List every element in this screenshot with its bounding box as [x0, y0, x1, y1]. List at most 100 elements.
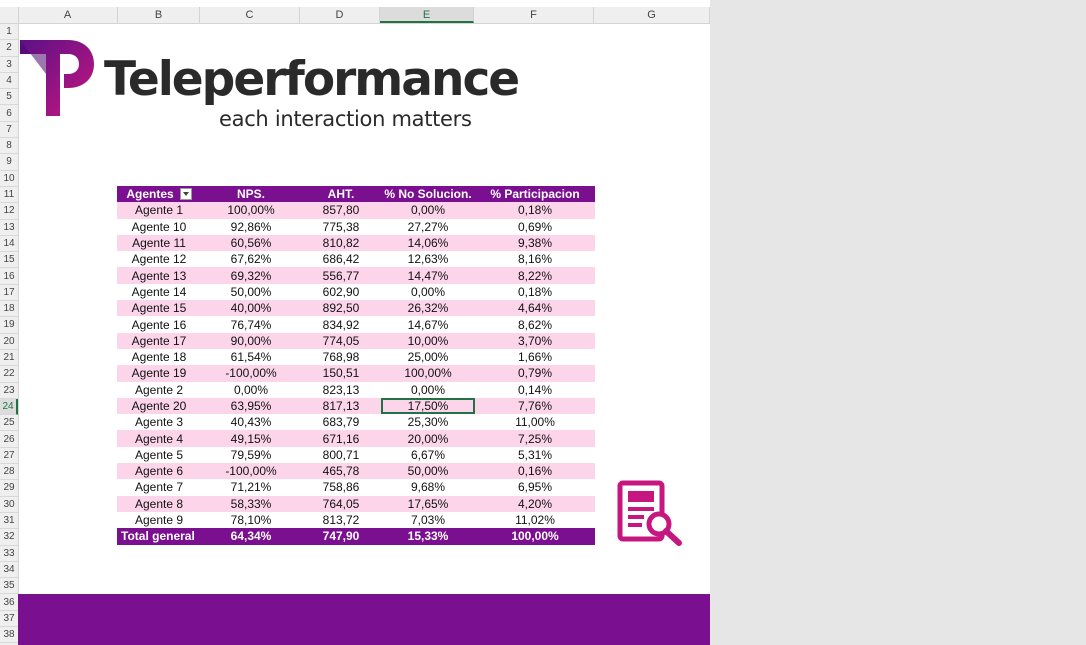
no-solucion-value-cell[interactable]: 17,50%: [381, 397, 475, 415]
column-header-e[interactable]: E: [380, 7, 474, 23]
row-header-8[interactable]: 8: [0, 138, 18, 155]
row-header-22[interactable]: 22: [0, 366, 18, 383]
nps-value-cell[interactable]: 58,33%: [230, 496, 272, 511]
agent-name-cell[interactable]: Agente 14: [131, 284, 187, 299]
row-header-36[interactable]: 36: [0, 595, 18, 611]
no-solucion-value-cell[interactable]: 10,00%: [407, 333, 449, 348]
participacion-value-cell[interactable]: 0,14%: [517, 382, 553, 397]
participacion-value-cell[interactable]: 0,69%: [517, 219, 553, 234]
nps-value-cell[interactable]: 79,59%: [230, 447, 272, 462]
participacion-value-cell[interactable]: 8,22%: [517, 268, 553, 283]
total-participacion[interactable]: 100,00%: [511, 529, 559, 544]
column-header-d[interactable]: D: [300, 7, 380, 23]
participacion-value-cell[interactable]: 8,16%: [517, 252, 553, 267]
total-no-solucion[interactable]: 15,33%: [407, 529, 449, 544]
aht-value-cell[interactable]: 768,98: [322, 350, 360, 365]
participacion-value-cell[interactable]: 4,64%: [517, 301, 553, 316]
aht-value-cell[interactable]: 764,05: [322, 496, 360, 511]
aht-value-cell[interactable]: 556,77: [322, 268, 360, 283]
row-header-1[interactable]: 1: [0, 24, 18, 41]
agent-name-cell[interactable]: Agente 18: [131, 350, 187, 365]
row-header-33[interactable]: 33: [0, 546, 18, 562]
no-solucion-value-cell[interactable]: 14,06%: [407, 236, 449, 251]
participacion-value-cell[interactable]: 7,25%: [517, 431, 553, 446]
row-header-27[interactable]: 27: [0, 448, 18, 465]
column-header-b[interactable]: B: [118, 7, 200, 23]
participacion-value-cell[interactable]: 5,31%: [517, 447, 553, 462]
row-header-29[interactable]: 29: [0, 480, 18, 497]
row-header-28[interactable]: 28: [0, 464, 18, 481]
participacion-value-cell[interactable]: 0,18%: [517, 203, 553, 218]
nps-value-cell[interactable]: -100,00%: [225, 366, 277, 381]
agent-name-cell[interactable]: Agente 6: [134, 464, 184, 479]
row-header-18[interactable]: 18: [0, 301, 18, 318]
aht-value-cell[interactable]: 683,79: [322, 415, 360, 430]
nps-value-cell[interactable]: 100,00%: [227, 203, 275, 218]
agent-name-cell[interactable]: Agente 13: [131, 268, 187, 283]
select-all-corner[interactable]: [0, 7, 19, 23]
row-header-16[interactable]: 16: [0, 269, 18, 285]
aht-value-cell[interactable]: 774,05: [322, 333, 360, 348]
row-header-19[interactable]: 19: [0, 317, 18, 334]
header-participacion[interactable]: % Participacion: [490, 187, 580, 202]
nps-value-cell[interactable]: 78,10%: [230, 513, 272, 528]
header-no-solucion[interactable]: % No Solucion.: [384, 187, 472, 202]
row-header-17[interactable]: 17: [0, 285, 18, 302]
total-aht[interactable]: 747,90: [322, 529, 360, 544]
row-header-10[interactable]: 10: [0, 171, 18, 187]
agent-name-cell[interactable]: Agente 9: [134, 513, 184, 528]
participacion-value-cell[interactable]: 9,38%: [517, 236, 553, 251]
agent-name-cell[interactable]: Agente 1: [134, 203, 184, 218]
row-header-5[interactable]: 5: [0, 89, 18, 106]
row-header-32[interactable]: 32: [0, 529, 18, 546]
row-header-12[interactable]: 12: [0, 203, 18, 220]
agent-name-cell[interactable]: Agente 8: [134, 496, 184, 511]
row-header-38[interactable]: 38: [0, 627, 18, 644]
row-header-31[interactable]: 31: [0, 513, 18, 530]
aht-value-cell[interactable]: 758,86: [322, 480, 360, 495]
total-label[interactable]: Total general: [121, 529, 195, 544]
aht-value-cell[interactable]: 671,16: [322, 431, 360, 446]
column-header-a[interactable]: A: [18, 7, 118, 23]
aht-value-cell[interactable]: 857,80: [322, 203, 360, 218]
row-header-2[interactable]: 2: [0, 40, 18, 57]
row-header-6[interactable]: 6: [0, 106, 18, 122]
report-search-icon[interactable]: [616, 480, 684, 546]
no-solucion-value-cell[interactable]: 17,65%: [407, 496, 449, 511]
aht-value-cell[interactable]: 150,51: [322, 366, 360, 381]
total-nps[interactable]: 64,34%: [230, 529, 272, 544]
participacion-value-cell[interactable]: 11,00%: [515, 415, 555, 430]
participacion-value-cell[interactable]: 0,79%: [517, 366, 553, 381]
nps-value-cell[interactable]: 40,00%: [230, 301, 272, 316]
aht-value-cell[interactable]: 817,13: [322, 399, 360, 413]
row-header-25[interactable]: 25: [0, 415, 18, 432]
no-solucion-value-cell[interactable]: 7,03%: [410, 513, 446, 528]
nps-value-cell[interactable]: 92,86%: [230, 219, 272, 234]
no-solucion-value-cell[interactable]: 20,00%: [407, 431, 449, 446]
header-agentes[interactable]: Agentes: [117, 186, 201, 202]
agent-name-cell[interactable]: Agente 3: [134, 415, 184, 430]
participacion-value-cell[interactable]: 6,95%: [517, 480, 553, 495]
participacion-value-cell[interactable]: 0,16%: [517, 464, 553, 479]
participacion-value-cell[interactable]: 3,70%: [517, 333, 553, 348]
nps-value-cell[interactable]: 0,00%: [233, 382, 269, 397]
agent-name-cell[interactable]: Agente 7: [134, 480, 184, 495]
agent-name-cell[interactable]: Agente 11: [132, 236, 186, 251]
row-header-3[interactable]: 3: [0, 57, 18, 73]
participacion-value-cell[interactable]: 4,20%: [517, 496, 553, 511]
nps-value-cell[interactable]: 71,21%: [230, 480, 272, 495]
no-solucion-value-cell[interactable]: 0,00%: [410, 382, 446, 397]
row-header-11[interactable]: 11: [0, 187, 18, 204]
nps-value-cell[interactable]: 76,74%: [230, 317, 272, 332]
header-aht[interactable]: AHT.: [327, 187, 355, 202]
row-header-14[interactable]: 14: [0, 236, 18, 253]
nps-value-cell[interactable]: 90,00%: [230, 333, 272, 348]
participacion-value-cell[interactable]: 0,18%: [517, 284, 553, 299]
no-solucion-value-cell[interactable]: 27,27%: [407, 219, 449, 234]
column-header-f[interactable]: F: [474, 7, 594, 23]
no-solucion-value-cell[interactable]: 25,30%: [407, 415, 449, 430]
row-header-35[interactable]: 35: [0, 578, 18, 595]
no-solucion-value-cell[interactable]: 100,00%: [404, 366, 452, 381]
aht-value-cell[interactable]: 775,38: [322, 219, 360, 234]
